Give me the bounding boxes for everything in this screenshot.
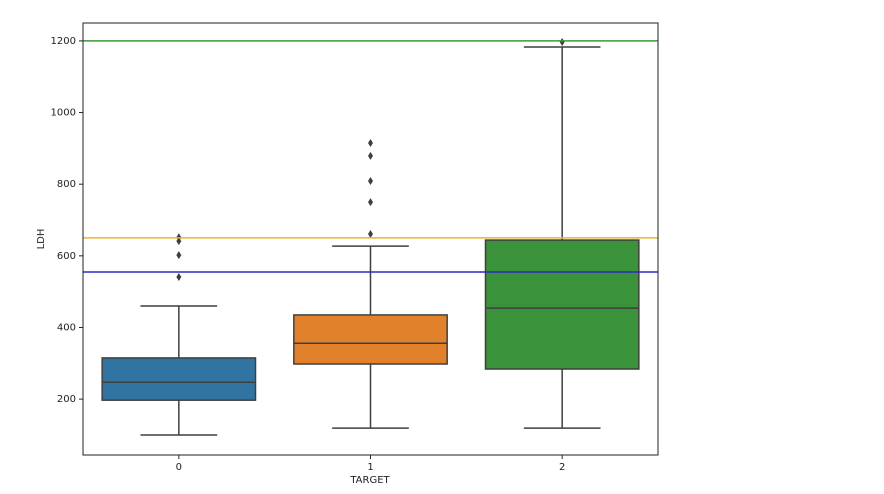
flier	[368, 229, 373, 238]
y-tick-label: 1200	[51, 36, 76, 47]
box	[101, 357, 257, 401]
x-tick-label: 1	[367, 462, 373, 473]
y-tick-label: 400	[57, 322, 76, 333]
flier	[559, 37, 565, 46]
y-tick-label: 600	[57, 251, 76, 262]
box	[293, 314, 448, 365]
box	[484, 239, 640, 370]
x-axis-label: TARGET	[349, 475, 390, 486]
flier	[368, 198, 373, 207]
y-axis-label: LDH	[36, 229, 47, 250]
flier	[368, 151, 373, 160]
x-tick-label: 2	[559, 462, 565, 473]
x-tick-label: 0	[176, 462, 182, 473]
y-tick-label: 1000	[51, 108, 76, 119]
y-tick-label: 800	[57, 179, 76, 190]
flier	[368, 176, 373, 185]
flier	[176, 272, 182, 281]
y-tick-label: 200	[57, 394, 76, 405]
flier	[368, 139, 373, 147]
plot-frame	[82, 22, 659, 456]
flier	[176, 251, 182, 260]
